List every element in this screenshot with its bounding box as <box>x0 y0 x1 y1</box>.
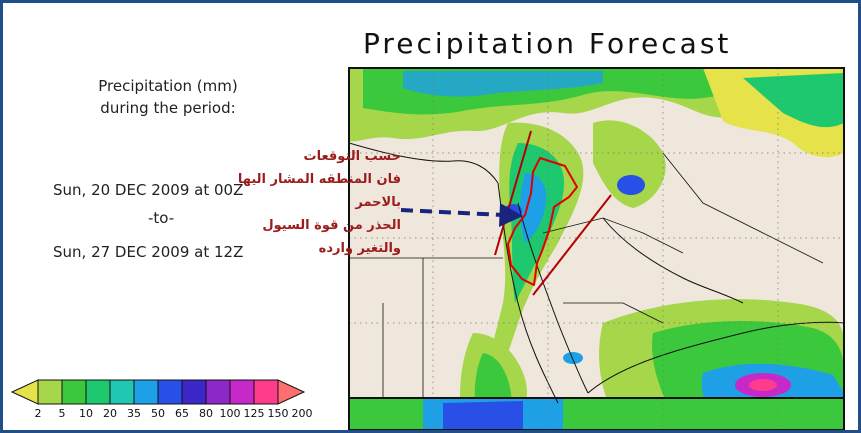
colorbar-label: 5 <box>58 407 66 420</box>
period-separator-text: -to- <box>148 209 175 227</box>
colorbar-label: 65 <box>175 407 189 420</box>
colorbar-swatch <box>109 379 135 405</box>
annotation-line-5: والتغير وارده <box>318 241 401 256</box>
coastline-arabia-south <box>587 321 844 394</box>
colorbar-label: 35 <box>127 407 141 420</box>
legend-period-line: during the period: <box>100 99 236 117</box>
colorbar-label: 50 <box>151 407 165 420</box>
colorbar-swatch <box>181 379 207 405</box>
border-line-3 <box>542 217 684 254</box>
precip-bottom-strip-dark <box>443 401 523 430</box>
colorbar-label: 100 <box>219 407 241 420</box>
colorbar-swatch <box>61 379 87 405</box>
colorbar-upper-tip <box>277 379 306 405</box>
precipitation-map-graphic <box>10 67 845 430</box>
colorbar-label: 10 <box>79 407 93 420</box>
colorbar-tick-labels: 2 5 10 20 35 50 65 80 100 125 150 200 <box>3 407 353 425</box>
border-line-5 <box>662 152 824 264</box>
colorbar-label: 150 <box>267 407 289 420</box>
precip-southeast-peak-core <box>749 379 777 391</box>
annotation-line-3: بالاحمر <box>355 195 401 210</box>
annotation-line-4: الحذر من قوة السيول <box>262 218 401 233</box>
precipitation-colorbar <box>10 379 306 405</box>
pointer-arrow <box>400 203 523 227</box>
colorbar-swatch <box>253 379 279 405</box>
coastline-gulf <box>602 217 744 304</box>
annotation-line-1: حسب التوقعات <box>303 149 401 164</box>
border-line-4 <box>563 302 664 324</box>
precip-redsea-spot <box>563 352 583 364</box>
legend-unit-line: Precipitation (mm) <box>98 77 238 95</box>
highlight-annotation <box>494 130 612 296</box>
colorbar-swatch <box>37 379 63 405</box>
precip-north-core <box>403 71 603 97</box>
precip-iran-band <box>593 120 666 208</box>
precip-levant-core <box>520 173 547 243</box>
highlight-region-outline <box>507 157 578 286</box>
colorbar-swatch <box>157 379 183 405</box>
period-end-text: Sun, 27 DEC 2009 at 12Z <box>53 243 244 261</box>
colorbar-label: 125 <box>243 407 265 420</box>
precip-east-inner <box>743 73 844 128</box>
boundary-line-east <box>532 194 612 296</box>
colorbar-label: 2 <box>34 407 42 420</box>
map-grid <box>349 68 844 430</box>
colorbar-swatch <box>205 379 231 405</box>
period-start-text: Sun, 20 DEC 2009 at 00Z <box>53 181 244 199</box>
colorbar-swatch <box>133 379 159 405</box>
colorbar-label: 200 <box>291 407 313 420</box>
coastline-red-sea-east <box>517 202 589 394</box>
precipitation-field <box>349 68 844 430</box>
boundary-line-west <box>494 130 532 256</box>
colorbar-label: 20 <box>103 407 117 420</box>
colorbar-lower-tip <box>10 379 39 405</box>
colorbar-label: 80 <box>199 407 213 420</box>
arabic-annotation: حسب التوقعات فان المنطقه المشار اليها با… <box>231 145 401 260</box>
coastline-mediterranean <box>349 142 499 184</box>
forecast-frame: Precipitation Forecast Precipitation (mm… <box>3 3 858 430</box>
map-frame <box>348 67 845 430</box>
colorbar-swatch <box>85 379 111 405</box>
precip-iran-core <box>617 175 645 195</box>
annotation-line-2: فان المنطقه المشار اليها <box>237 172 401 187</box>
legend-title: Precipitation (mm) during the period: <box>63 75 273 119</box>
colorbar-swatch <box>229 379 255 405</box>
chart-title: Precipitation Forecast <box>363 27 732 60</box>
